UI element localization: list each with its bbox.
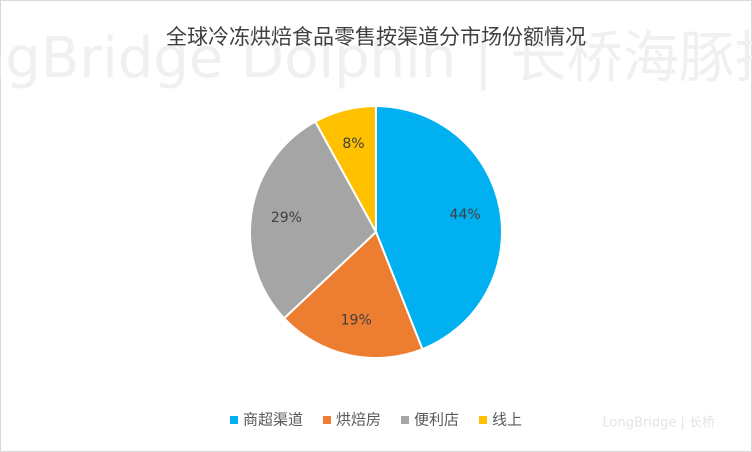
legend: 商超渠道 烘焙房 便利店 线上: [229, 411, 522, 429]
legend-label: 商超渠道: [243, 411, 303, 429]
legend-swatch: [401, 416, 409, 424]
legend-swatch: [322, 416, 331, 424]
data-label: 29%: [271, 210, 302, 226]
legend-item: 便利店: [401, 411, 459, 429]
legend-item: 烘焙房: [322, 411, 381, 429]
pie-slice: [249, 120, 378, 320]
watermark: LongBridge | 长桥: [603, 416, 715, 431]
watermark: LongBridge Dolphin | 长桥海豚投研: [0, 26, 752, 91]
legend-label: 烘焙房: [336, 411, 381, 429]
legend-label: 线上: [492, 411, 522, 429]
data-label: 44%: [450, 207, 481, 223]
legend-item: 线上: [479, 411, 522, 429]
pie: 44% 19% 29% 8%: [249, 104, 503, 359]
chart-title: 全球冷冻烘焙食品零售按渠道分市场份额情况: [166, 25, 586, 49]
legend-swatch: [229, 416, 238, 424]
data-label: 19%: [341, 313, 372, 329]
data-label: 8%: [342, 136, 364, 152]
legend-swatch: [479, 416, 488, 424]
pie-slice: [282, 230, 424, 359]
legend-item: 商超渠道: [229, 411, 303, 429]
legend-label: 便利店: [414, 411, 459, 429]
pie-slice: [313, 104, 377, 233]
pie-slice: [375, 104, 503, 351]
